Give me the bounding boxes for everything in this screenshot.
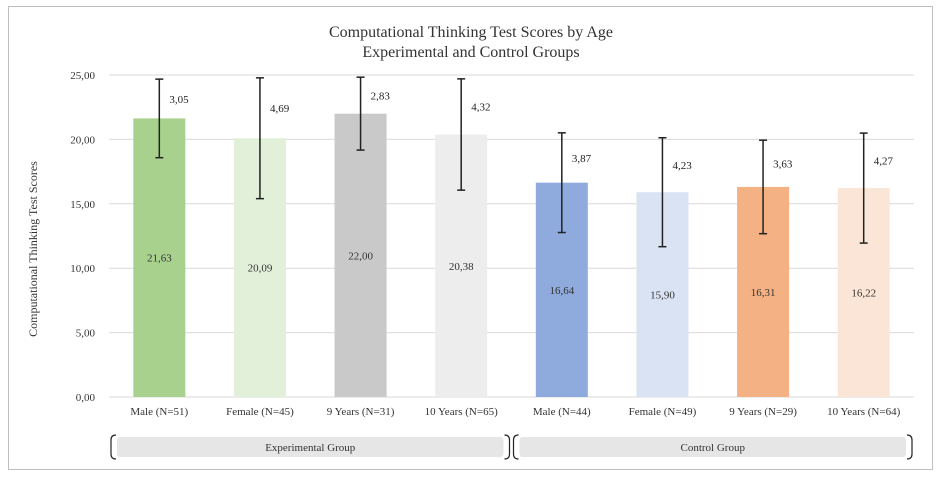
y-tick-label: 25,00 <box>70 70 95 82</box>
error-value-label: 4,32 <box>471 102 490 114</box>
error-value-label: 4,27 <box>874 156 894 168</box>
y-axis-label: Computational Thinking Test Scores <box>26 161 40 337</box>
category-label: Female (N=49) <box>629 406 697 418</box>
category-label: Male (N=51) <box>130 406 188 418</box>
chart-subtitle: Experimental and Control Groups <box>362 44 579 61</box>
bar-value-label: 22,00 <box>348 250 373 262</box>
bar <box>133 118 186 397</box>
category-label: Female (N=45) <box>226 406 294 418</box>
group-bracket-right <box>504 434 511 460</box>
category-label: 9 Years (N=29) <box>729 406 797 418</box>
group-band <box>519 437 906 457</box>
error-value-label: 3,05 <box>169 94 189 106</box>
y-axis-ticks: 0,00 5,00 10,00 15,00 20,00 25,00 <box>70 70 95 404</box>
group-band <box>117 437 504 457</box>
y-tick-label: 5,00 <box>76 328 96 340</box>
y-tick-label: 20,00 <box>70 134 95 146</box>
group-label: Experimental Group <box>265 442 356 454</box>
error-value-label: 4,69 <box>270 103 290 115</box>
group-label: Control Group <box>681 442 746 454</box>
bar-labels: 3,05 21,63 4,69 20,09 2,83 22,00 4,32 20,38 3,87… <box>147 90 894 301</box>
error-value-label: 2,83 <box>371 90 391 102</box>
group-bracket-left <box>512 434 519 460</box>
chart-title: Computational Thinking Test Scores by Ag… <box>329 24 613 41</box>
group-bracket-right <box>906 434 913 460</box>
category-labels: Male (N=51) Female (N=45) 9 Years (N=31) 10… <box>130 406 900 418</box>
category-label: 10 Years (N=65) <box>425 406 498 418</box>
y-tick-label: 15,00 <box>70 199 95 211</box>
category-label: Male (N=44) <box>533 406 591 418</box>
category-label: 10 Years (N=64) <box>827 406 900 418</box>
bar-value-label: 16,64 <box>549 285 574 297</box>
bar <box>334 113 387 397</box>
category-label: 9 Years (N=31) <box>327 406 395 418</box>
y-tick-label: 0,00 <box>76 392 96 404</box>
bar-value-label: 16,31 <box>751 287 776 299</box>
error-value-label: 3,63 <box>773 159 793 171</box>
error-bars <box>155 76 868 248</box>
bar-value-label: 15,90 <box>650 290 675 302</box>
error-value-label: 4,23 <box>672 160 692 172</box>
error-value-label: 3,87 <box>572 153 592 165</box>
bar-value-label: 21,63 <box>147 253 172 265</box>
bar-chart: Computational Thinking Test Scores by Ag… <box>26 24 914 460</box>
group-bracket-left <box>110 434 117 460</box>
y-tick-label: 10,00 <box>70 263 95 275</box>
bar-value-label: 20,38 <box>449 261 474 273</box>
bars <box>133 113 890 398</box>
group-brackets: Experimental Group Control Group <box>110 434 913 460</box>
bar-value-label: 20,09 <box>248 263 273 275</box>
gridlines <box>109 74 914 398</box>
bar-value-label: 16,22 <box>851 288 876 300</box>
chart-frame: Computational Thinking Test Scores by Ag… <box>8 6 933 470</box>
